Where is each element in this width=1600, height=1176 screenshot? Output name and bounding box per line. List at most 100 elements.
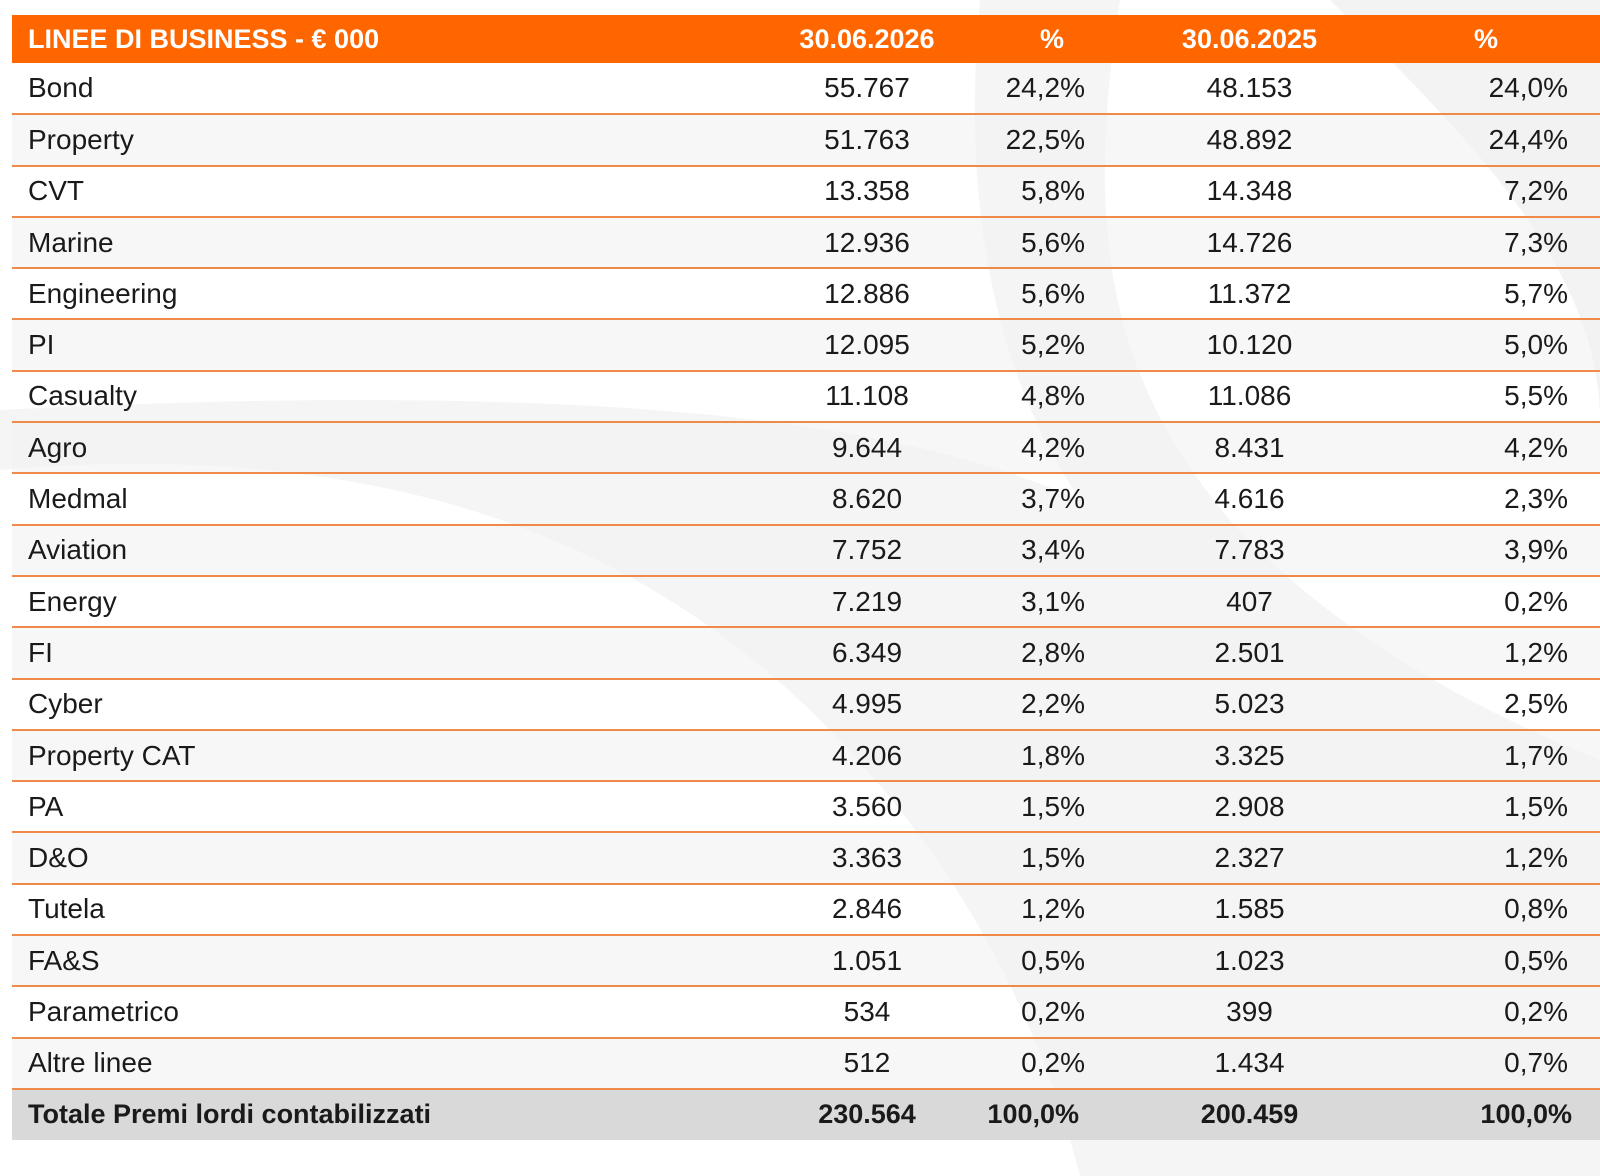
row-pct-2026: 1,5% bbox=[1021, 842, 1085, 874]
row-value-2025: 4.616 bbox=[1214, 483, 1285, 515]
total-pct-2026: 100,0% bbox=[987, 1099, 1079, 1130]
row-pct-2025: 1,7% bbox=[1504, 739, 1568, 771]
table-body: Bond 55.767 24,2% 48.153 24,0% Property 51.763… bbox=[12, 63, 1600, 1089]
total-value-2026: 230.564 bbox=[818, 1099, 916, 1130]
row-value-2026: 1.051 bbox=[831, 944, 903, 976]
row-pct-2026: 1,5% bbox=[1021, 790, 1085, 822]
table-row: Engineering 12.886 5,6% 11.372 5,7% bbox=[12, 268, 1600, 320]
row-label: Engineering bbox=[28, 277, 178, 309]
row-value-2026: 51.763 bbox=[824, 123, 910, 155]
table-header-row: LINEE DI BUSINESS - € 000 30.06.2026 % 3… bbox=[12, 15, 1600, 63]
row-pct-2026: 5,8% bbox=[1021, 175, 1085, 207]
row-label: Aviation bbox=[28, 534, 128, 566]
row-pct-2025: 4,2% bbox=[1504, 431, 1568, 463]
table-row: Property 51.763 22,5% 48.892 24,4% bbox=[12, 114, 1600, 166]
row-value-2026: 9.644 bbox=[831, 431, 903, 463]
row-label: D&O bbox=[28, 842, 89, 874]
row-pct-2025: 0,8% bbox=[1504, 893, 1568, 925]
row-value-2026: 7.219 bbox=[831, 585, 903, 617]
header-business-lines: LINEE DI BUSINESS - € 000 bbox=[28, 23, 380, 54]
row-pct-2025: 1,2% bbox=[1504, 636, 1568, 668]
row-label: CVT bbox=[28, 175, 84, 207]
row-pct-2025: 1,2% bbox=[1504, 842, 1568, 874]
row-pct-2026: 1,8% bbox=[1021, 739, 1085, 771]
row-value-2025: 3.325 bbox=[1214, 739, 1285, 771]
row-value-2025: 5.023 bbox=[1214, 688, 1285, 720]
row-label: Agro bbox=[28, 431, 88, 463]
table-row: Property CAT 4.206 1,8% 3.325 1,7% bbox=[12, 729, 1600, 782]
row-label: FI bbox=[28, 636, 53, 668]
row-pct-2026: 3,7% bbox=[1021, 483, 1085, 515]
row-label: PA bbox=[28, 790, 64, 822]
row-value-2025: 48.892 bbox=[1206, 123, 1293, 155]
table-row: CVT 13.358 5,8% 14.348 7,2% bbox=[12, 166, 1600, 217]
row-pct-2026: 5,2% bbox=[1021, 329, 1085, 361]
row-value-2026: 512 bbox=[843, 1047, 891, 1079]
row-pct-2025: 5,0% bbox=[1504, 329, 1568, 361]
row-value-2026: 8.620 bbox=[831, 483, 903, 515]
table-row: Agro 9.644 4,2% 8.431 4,2% bbox=[12, 422, 1600, 474]
row-pct-2026: 0,5% bbox=[1021, 944, 1085, 976]
row-pct-2026: 5,6% bbox=[1021, 226, 1085, 258]
business-lines-table: LINEE DI BUSINESS - € 000 30.06.2026 % 3… bbox=[12, 15, 1600, 1140]
row-value-2025: 7.783 bbox=[1214, 534, 1285, 566]
table-row: Bond 55.767 24,2% 48.153 24,0% bbox=[12, 63, 1600, 115]
row-pct-2025: 0,5% bbox=[1504, 944, 1568, 976]
row-pct-2025: 0,7% bbox=[1504, 1047, 1568, 1079]
row-value-2025: 1.585 bbox=[1214, 893, 1285, 925]
row-value-2026: 2.846 bbox=[831, 893, 903, 925]
table-row: Marine 12.936 5,6% 14.726 7,3% bbox=[12, 216, 1600, 269]
row-value-2025: 2.327 bbox=[1214, 842, 1285, 874]
row-pct-2025: 5,7% bbox=[1504, 277, 1568, 309]
table-row: Parametrico 534 0,2% 399 0,2% bbox=[12, 986, 1600, 1038]
table-row: D&O 3.363 1,5% 2.327 1,2% bbox=[12, 832, 1600, 884]
row-pct-2026: 3,4% bbox=[1021, 534, 1085, 566]
row-pct-2026: 5,6% bbox=[1021, 277, 1085, 309]
row-pct-2025: 7,3% bbox=[1504, 226, 1568, 258]
row-pct-2026: 2,2% bbox=[1021, 688, 1085, 720]
row-value-2026: 13.358 bbox=[824, 175, 910, 207]
row-pct-2026: 22,5% bbox=[1005, 123, 1085, 155]
row-value-2026: 4.995 bbox=[831, 688, 903, 720]
table-row: Tutela 2.846 1,2% 1.585 0,8% bbox=[12, 884, 1600, 936]
table-row: PI 12.095 5,2% 10.120 5,0% bbox=[12, 319, 1600, 371]
row-value-2026: 6.349 bbox=[831, 636, 903, 668]
row-value-2025: 399 bbox=[1226, 995, 1273, 1027]
header-date-2025: 30.06.2025 bbox=[1181, 23, 1318, 54]
row-label: Medmal bbox=[28, 483, 128, 515]
row-pct-2025: 5,5% bbox=[1504, 380, 1568, 412]
table-row: Casualty 11.108 4,8% 11.086 5,5% bbox=[12, 371, 1600, 423]
row-pct-2025: 1,5% bbox=[1504, 790, 1568, 822]
total-pct-2025: 100,0% bbox=[1480, 1099, 1572, 1130]
row-value-2025: 2.501 bbox=[1214, 636, 1285, 668]
row-value-2025: 11.086 bbox=[1207, 380, 1292, 412]
row-value-2026: 4.206 bbox=[831, 739, 903, 771]
row-value-2025: 10.120 bbox=[1206, 329, 1293, 361]
row-value-2025: 11.372 bbox=[1207, 277, 1292, 309]
row-label: FA&S bbox=[28, 944, 100, 976]
row-value-2026: 55.767 bbox=[824, 72, 910, 104]
row-pct-2026: 4,2% bbox=[1021, 431, 1085, 463]
row-value-2026: 7.752 bbox=[831, 534, 903, 566]
header-pct-2025: % bbox=[1473, 23, 1498, 54]
row-pct-2026: 0,2% bbox=[1021, 995, 1085, 1027]
table-row: Medmal 8.620 3,7% 4.616 2,3% bbox=[12, 473, 1600, 525]
row-value-2026: 12.095 bbox=[824, 329, 910, 361]
table-row: FA&S 1.051 0,5% 1.023 0,5% bbox=[12, 935, 1600, 987]
row-label: Parametrico bbox=[28, 995, 179, 1027]
row-value-2025: 407 bbox=[1226, 585, 1273, 617]
row-label: Property bbox=[28, 123, 134, 155]
row-label: Casualty bbox=[28, 380, 137, 412]
total-value-2025: 200.459 bbox=[1200, 1099, 1299, 1130]
row-value-2025: 14.726 bbox=[1206, 226, 1293, 258]
row-pct-2025: 2,3% bbox=[1504, 483, 1568, 515]
row-label: Property CAT bbox=[28, 739, 196, 771]
header-pct-2026: % bbox=[1039, 23, 1064, 54]
row-pct-2025: 7,2% bbox=[1504, 175, 1568, 207]
row-label: Energy bbox=[28, 585, 117, 617]
business-lines-table-container: LINEE DI BUSINESS - € 000 30.06.2026 % 3… bbox=[12, 15, 1600, 1140]
table-row: Energy 7.219 3,1% 407 0,2% bbox=[12, 576, 1600, 628]
row-value-2025: 8.431 bbox=[1214, 431, 1285, 463]
table-row: PA 3.560 1,5% 2.908 1,5% bbox=[12, 781, 1600, 833]
